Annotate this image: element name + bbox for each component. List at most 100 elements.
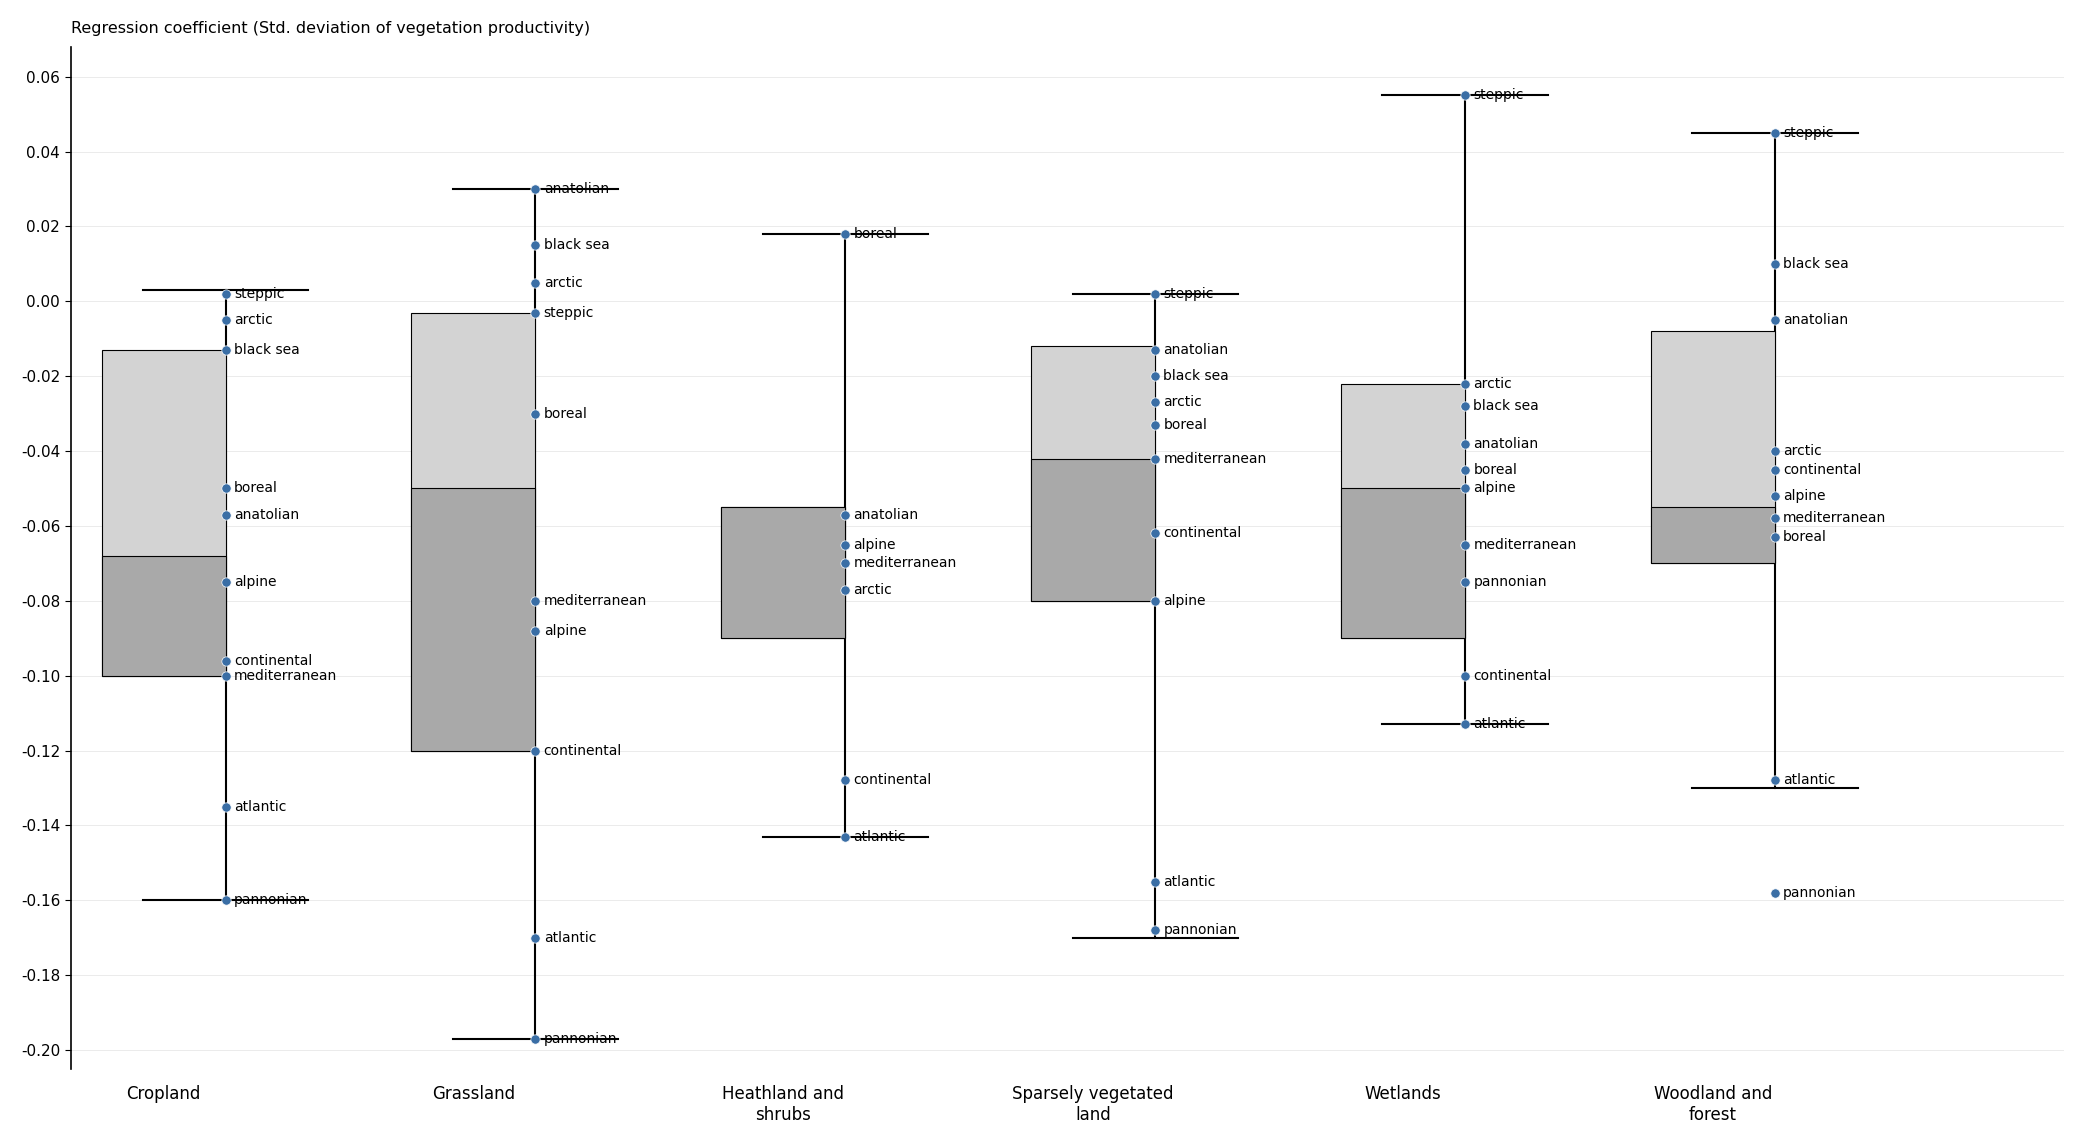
Point xyxy=(1138,592,1172,610)
Text: anatolian: anatolian xyxy=(544,182,609,196)
Point xyxy=(1138,524,1172,543)
Text: black sea: black sea xyxy=(1163,369,1230,384)
Point xyxy=(208,505,242,523)
Text: pannonian: pannonian xyxy=(544,1032,617,1045)
Text: atlantic: atlantic xyxy=(544,931,596,945)
Point xyxy=(519,741,553,759)
Text: steppic: steppic xyxy=(544,306,594,319)
Text: mediterranean: mediterranean xyxy=(1163,451,1268,466)
Bar xyxy=(1651,331,1774,563)
Text: Regression coefficient (Std. deviation of vegetation productivity): Regression coefficient (Std. deviation o… xyxy=(71,21,590,35)
Point xyxy=(1138,285,1172,303)
Point xyxy=(519,303,553,322)
Text: boreal: boreal xyxy=(544,406,588,420)
Point xyxy=(519,236,553,254)
Text: arctic: arctic xyxy=(1474,377,1512,390)
Point xyxy=(1758,310,1791,329)
Text: arctic: arctic xyxy=(1163,395,1203,410)
Text: boreal: boreal xyxy=(853,227,897,240)
Bar xyxy=(721,507,844,638)
Text: arctic: arctic xyxy=(544,276,582,290)
Point xyxy=(1138,416,1172,434)
Text: continental: continental xyxy=(853,774,932,788)
Point xyxy=(1449,572,1482,591)
Point xyxy=(519,592,553,610)
Point xyxy=(1449,716,1482,734)
Text: black sea: black sea xyxy=(544,238,609,252)
Point xyxy=(519,1029,553,1048)
Text: alpine: alpine xyxy=(544,624,586,638)
Text: anatolian: anatolian xyxy=(1783,313,1847,327)
Point xyxy=(828,554,861,572)
Bar xyxy=(1032,346,1155,601)
Point xyxy=(208,652,242,670)
Text: boreal: boreal xyxy=(234,481,277,496)
Point xyxy=(519,404,553,423)
Point xyxy=(519,929,553,947)
Point xyxy=(828,224,861,243)
Point xyxy=(828,505,861,523)
Point xyxy=(1138,449,1172,467)
Text: black sea: black sea xyxy=(234,344,300,357)
Point xyxy=(1449,86,1482,104)
Point xyxy=(208,572,242,591)
Text: anatolian: anatolian xyxy=(234,507,298,522)
Text: atlantic: atlantic xyxy=(234,799,286,814)
Point xyxy=(1449,666,1482,685)
Text: alpine: alpine xyxy=(1474,481,1516,496)
Point xyxy=(208,310,242,329)
Point xyxy=(208,341,242,360)
Text: alpine: alpine xyxy=(234,575,277,589)
Text: pannonian: pannonian xyxy=(234,893,306,907)
Text: boreal: boreal xyxy=(1783,530,1826,544)
Point xyxy=(1138,921,1172,939)
Text: alpine: alpine xyxy=(853,538,897,552)
Text: mediterranean: mediterranean xyxy=(1783,512,1887,526)
Text: steppic: steppic xyxy=(1163,286,1213,301)
Point xyxy=(208,798,242,816)
Point xyxy=(1449,374,1482,393)
Text: pannonian: pannonian xyxy=(1474,575,1547,589)
Point xyxy=(1758,772,1791,790)
Text: continental: continental xyxy=(1474,669,1551,682)
Text: alpine: alpine xyxy=(1783,489,1826,503)
Point xyxy=(1449,480,1482,498)
Text: continental: continental xyxy=(1783,463,1862,476)
Text: boreal: boreal xyxy=(1474,463,1518,476)
Text: anatolian: anatolian xyxy=(1474,436,1539,450)
Text: arctic: arctic xyxy=(1783,444,1822,458)
Point xyxy=(1758,124,1791,142)
Text: steppic: steppic xyxy=(1783,126,1833,140)
Text: black sea: black sea xyxy=(1474,400,1539,413)
Point xyxy=(1138,872,1172,891)
Text: steppic: steppic xyxy=(234,286,284,301)
Text: mediterranean: mediterranean xyxy=(544,594,646,608)
Point xyxy=(1449,434,1482,452)
Text: atlantic: atlantic xyxy=(1163,875,1216,889)
Bar xyxy=(102,350,225,676)
Point xyxy=(519,622,553,640)
Bar xyxy=(411,489,536,750)
Point xyxy=(208,480,242,498)
Point xyxy=(1449,397,1482,416)
Text: steppic: steppic xyxy=(1474,88,1524,102)
Bar xyxy=(1651,507,1774,563)
Point xyxy=(519,274,553,292)
Point xyxy=(1449,536,1482,554)
Point xyxy=(828,536,861,554)
Text: anatolian: anatolian xyxy=(853,507,919,522)
Text: mediterranean: mediterranean xyxy=(1474,538,1576,552)
Point xyxy=(1449,460,1482,479)
Bar xyxy=(102,555,225,676)
Point xyxy=(208,285,242,303)
Text: arctic: arctic xyxy=(234,313,273,327)
Point xyxy=(1758,884,1791,902)
Point xyxy=(1758,442,1791,460)
Point xyxy=(828,828,861,846)
Point xyxy=(208,891,242,909)
Bar xyxy=(1032,458,1155,601)
Text: pannonian: pannonian xyxy=(1163,923,1236,938)
Text: mediterranean: mediterranean xyxy=(234,669,338,682)
Bar xyxy=(1341,489,1466,638)
Text: anatolian: anatolian xyxy=(1163,344,1228,357)
